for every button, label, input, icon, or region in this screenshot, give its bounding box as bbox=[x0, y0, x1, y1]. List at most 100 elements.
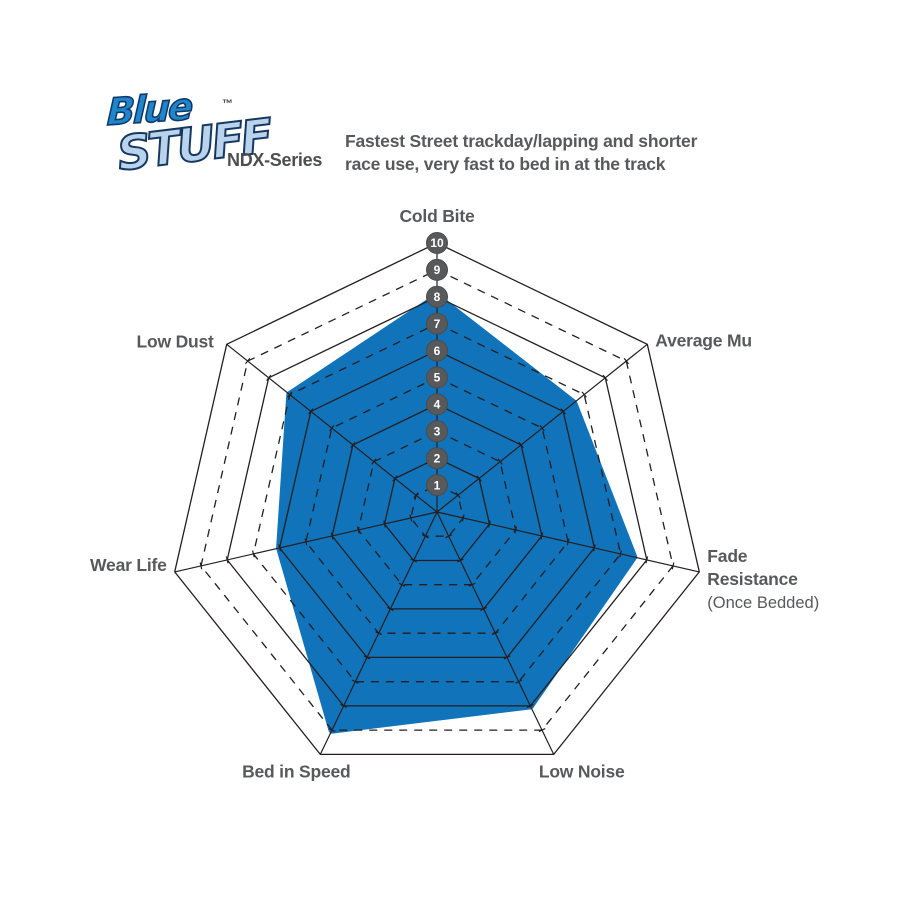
axis-tick bbox=[456, 558, 464, 563]
axis-tick bbox=[445, 534, 453, 539]
scale-badge-value-1: 1 bbox=[434, 478, 441, 492]
axis-tick bbox=[560, 408, 566, 415]
grid-ring-6 bbox=[278, 349, 596, 659]
axis-label-6-line-0: Low Dust bbox=[137, 331, 215, 351]
scale-badge-value-6: 6 bbox=[434, 344, 441, 358]
axis-tick bbox=[199, 562, 203, 570]
axis-tick bbox=[602, 374, 608, 381]
axis-label-4-line-0: Bed in Speed bbox=[242, 761, 350, 781]
scale-badge-10 bbox=[426, 232, 448, 254]
axis-tick bbox=[329, 425, 335, 432]
axis-tick bbox=[461, 514, 465, 522]
axis-tick bbox=[383, 520, 386, 528]
scale-badge-5 bbox=[426, 366, 448, 389]
series-polygon bbox=[276, 293, 638, 734]
grid-ring-5 bbox=[305, 376, 569, 634]
scale-badge-2 bbox=[426, 447, 448, 470]
tagline-line-1: Fastest Street trackday/lapping and shor… bbox=[345, 131, 698, 151]
axis-tick bbox=[363, 655, 371, 660]
axis-label-5-line-0: Wear Life bbox=[90, 555, 167, 575]
product-series-label: NDX-Series bbox=[227, 150, 323, 170]
grid-ring-9 bbox=[200, 269, 674, 731]
axis-tick bbox=[476, 475, 482, 482]
axis-tick bbox=[409, 514, 413, 522]
scale-badge-1 bbox=[426, 474, 448, 497]
grid-ring-10 bbox=[173, 242, 701, 756]
grid-ring-2 bbox=[383, 457, 491, 562]
axis-tick bbox=[671, 562, 675, 570]
axis-label-2-line-0: Fade bbox=[707, 546, 748, 566]
axis-tick bbox=[386, 606, 394, 612]
axis-tick bbox=[287, 391, 293, 398]
grid-ring-4 bbox=[331, 403, 543, 610]
scale-badge-6 bbox=[426, 339, 448, 362]
axis-tick bbox=[252, 550, 255, 558]
tagline-line-2: race use, very fast to bed in at the tra… bbox=[345, 154, 666, 174]
axis-tick bbox=[225, 556, 229, 564]
axis-tick bbox=[566, 538, 570, 546]
scale-badge-4 bbox=[426, 393, 448, 416]
scale-badge-3 bbox=[426, 420, 448, 443]
axis-tick bbox=[330, 532, 334, 540]
grid-ring-7 bbox=[252, 322, 622, 683]
scale-badge-value-2: 2 bbox=[434, 451, 441, 465]
axis-label-2-line-1: Resistance bbox=[707, 569, 798, 589]
grid-ring-8 bbox=[226, 296, 648, 707]
axis-sublabel-2: (Once Bedded) bbox=[707, 594, 819, 612]
axis-tick bbox=[540, 532, 544, 540]
axis-tick bbox=[356, 526, 360, 534]
scale-badge-8 bbox=[426, 285, 448, 308]
axis-tick bbox=[514, 526, 518, 534]
axis-label-1-line-0: Average Mu bbox=[655, 330, 752, 350]
axis-tick bbox=[328, 728, 336, 733]
axis-tick bbox=[491, 631, 499, 636]
trademark-symbol: ™ bbox=[222, 98, 233, 110]
axis-tick bbox=[623, 357, 629, 365]
axis-tick bbox=[351, 679, 359, 684]
axis-tick bbox=[245, 357, 251, 365]
axis-tick bbox=[645, 556, 649, 564]
axis-tick bbox=[266, 374, 272, 381]
axis-tick bbox=[619, 550, 622, 558]
axis-tick bbox=[455, 492, 461, 499]
axis-tick bbox=[398, 582, 406, 587]
scale-badge-value-4: 4 bbox=[434, 398, 441, 412]
axis-label-3-line-0: Low Noise bbox=[539, 761, 625, 781]
grid-ring-1 bbox=[410, 484, 464, 537]
scale-badge-value-5: 5 bbox=[434, 371, 441, 385]
axis-label-0-line-0: Cold Bite bbox=[399, 206, 474, 226]
axis-tick bbox=[593, 544, 596, 552]
axis-tick bbox=[308, 408, 314, 415]
axis-tick bbox=[304, 538, 308, 546]
axis-tick bbox=[468, 582, 476, 587]
brand-logo: Blue STUFF ™ NDX-Series bbox=[95, 84, 345, 191]
scale-badge-value-3: 3 bbox=[434, 425, 441, 439]
axis-tick bbox=[350, 441, 356, 448]
axis-tick bbox=[480, 606, 488, 612]
scale-badge-value-10: 10 bbox=[430, 236, 444, 250]
scale-badge-value-9: 9 bbox=[434, 263, 441, 277]
axis-tick bbox=[410, 558, 418, 563]
axis-tick bbox=[413, 492, 419, 499]
axis-tick bbox=[371, 458, 377, 465]
axis-tick bbox=[488, 520, 491, 528]
scale-badge-value-7: 7 bbox=[434, 317, 441, 331]
axis-tick bbox=[518, 441, 524, 448]
product-tagline: Fastest Street trackday/lapping and shor… bbox=[345, 130, 745, 176]
axis-tick bbox=[497, 458, 503, 465]
axis-tick bbox=[526, 703, 534, 708]
axis-tick bbox=[392, 475, 398, 482]
axis-tick bbox=[340, 703, 348, 708]
scale-badge-9 bbox=[426, 258, 448, 281]
axis-tick bbox=[421, 534, 429, 539]
axis-tick bbox=[538, 728, 546, 733]
axis-tick bbox=[375, 631, 383, 636]
scale-badge-value-8: 8 bbox=[434, 290, 441, 304]
axis-tick bbox=[515, 679, 523, 684]
scale-badge-7 bbox=[426, 312, 448, 335]
grid-ring-3 bbox=[357, 430, 517, 586]
axis-tick bbox=[581, 391, 587, 398]
axis-tick bbox=[278, 544, 281, 552]
axis-tick bbox=[503, 655, 511, 660]
